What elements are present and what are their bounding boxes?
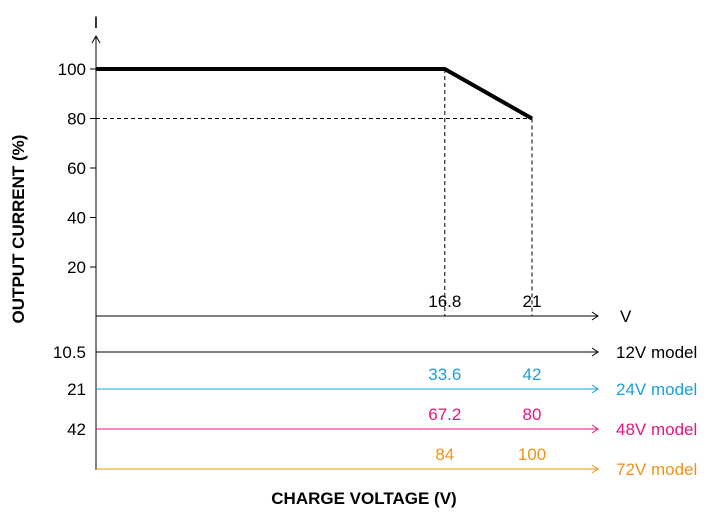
scale-start-label: 10.5 <box>53 343 86 362</box>
scale-value-label: 16.8 <box>428 292 461 311</box>
scale-value-label: 21 <box>523 292 542 311</box>
scale-value-label: 84 <box>435 445 454 464</box>
y-tick-label: 80 <box>67 110 86 129</box>
scale-end-label: 12V model <box>616 343 697 362</box>
scale-arrow <box>591 424 599 434</box>
y-tick-label: 100 <box>58 60 86 79</box>
scale-value-label: 100 <box>518 445 546 464</box>
voltage-scale-row: 42 67.2 80 48V model <box>67 405 697 439</box>
scale-arrow <box>591 464 599 474</box>
voltage-scales: 16.8 21 V 10.5 12V model 21 33.6 42 24V model 42 6… <box>53 292 697 479</box>
plot-area: I 100 80 60 40 20 OUTPUT CURRENT (%) <box>9 13 533 470</box>
series-line <box>96 67 533 121</box>
scale-end-label: 48V model <box>616 420 697 439</box>
y-axis-title: OUTPUT CURRENT (%) <box>9 135 28 324</box>
y-tick-label: 40 <box>67 209 86 228</box>
y-ticks: 100 80 60 40 20 <box>58 60 96 277</box>
scale-start-label: 42 <box>67 420 86 439</box>
scale-start-label: 21 <box>67 380 86 399</box>
scale-value-label: 33.6 <box>428 365 461 384</box>
scale-value-label: 80 <box>523 405 542 424</box>
scale-end-label: V <box>620 307 632 326</box>
scale-value-label: 67.2 <box>428 405 461 424</box>
voltage-scale-row: 16.8 21 V <box>96 292 632 326</box>
scale-end-label: 72V model <box>616 460 697 479</box>
y-tick-label: 60 <box>67 159 86 178</box>
voltage-scale-row: 84 100 72V model <box>96 445 697 479</box>
voltage-scale-row: 21 33.6 42 24V model <box>67 365 697 399</box>
y-axis-arrow <box>91 34 101 44</box>
scale-arrow <box>591 347 599 357</box>
voltage-scale-row: 10.5 12V model <box>53 343 697 362</box>
scale-arrow <box>591 384 599 394</box>
scale-arrow <box>591 311 599 321</box>
scale-end-label: 24V model <box>616 380 697 399</box>
y-tick-label: 20 <box>67 258 86 277</box>
guide-lines <box>96 69 533 316</box>
scale-value-label: 42 <box>523 365 542 384</box>
y-axis-symbol: I <box>94 13 99 32</box>
x-axis-title: CHARGE VOLTAGE (V) <box>271 489 456 508</box>
